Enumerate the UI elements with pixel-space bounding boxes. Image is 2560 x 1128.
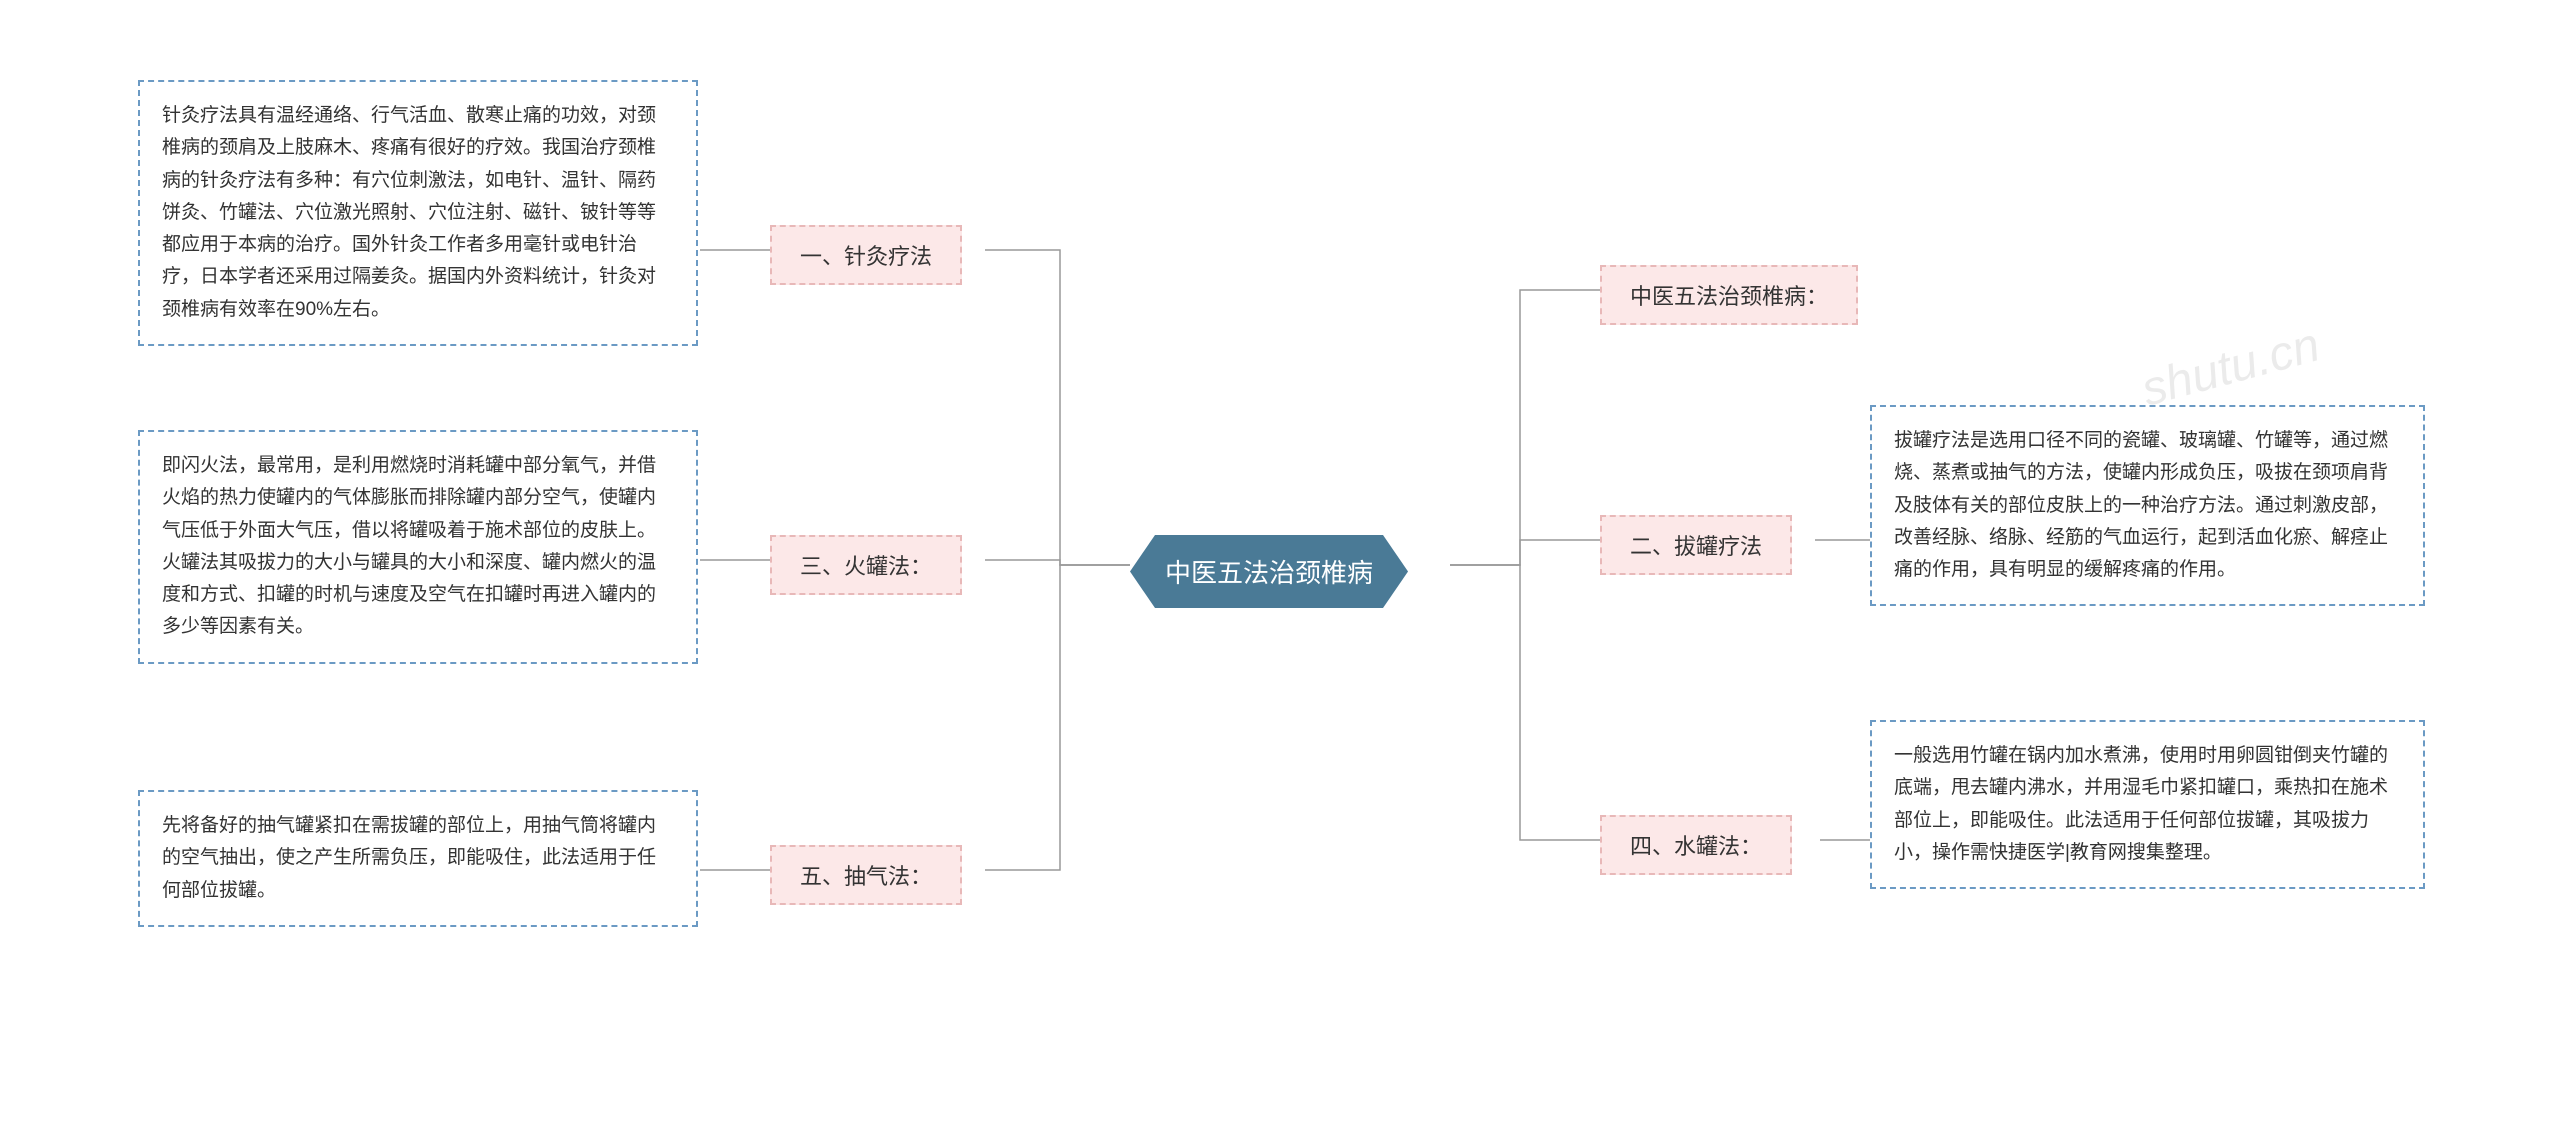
left-branch-0: 一、针灸疗法: [770, 225, 962, 285]
detail-text: 先将备好的抽气罐紧扣在需拔罐的部位上，用抽气筒将罐内的空气抽出，使之产生所需负压…: [162, 815, 656, 901]
left-detail-0: 针灸疗法具有温经通络、行气活血、散寒止痛的功效，对颈椎病的颈肩及上肢麻木、疼痛有…: [138, 80, 698, 346]
branch-label: 四、水罐法：: [1630, 834, 1762, 859]
right-branch-0: 中医五法治颈椎病：: [1600, 265, 1858, 325]
detail-text: 即闪火法，最常用，是利用燃烧时消耗罐中部分氧气，并借火焰的热力使罐内的气体膨胀而…: [162, 455, 656, 637]
branch-label: 三、火罐法：: [800, 554, 932, 579]
center-label: 中医五法治颈椎病: [1165, 558, 1373, 588]
detail-text: 一般选用竹罐在锅内加水煮沸，使用时用卵圆钳倒夹竹罐的底端，甩去罐内沸水，并用湿毛…: [1894, 745, 2388, 863]
left-branch-2: 五、抽气法：: [770, 845, 962, 905]
branch-label: 五、抽气法：: [800, 864, 932, 889]
center-node: 中医五法治颈椎病: [1130, 535, 1408, 608]
detail-text: 拔罐疗法是选用口径不同的瓷罐、玻璃罐、竹罐等，通过燃烧、蒸煮或抽气的方法，使罐内…: [1894, 430, 2388, 580]
branch-label: 中医五法治颈椎病：: [1630, 284, 1828, 309]
right-branch-2: 四、水罐法：: [1600, 815, 1792, 875]
right-detail-2: 一般选用竹罐在锅内加水煮沸，使用时用卵圆钳倒夹竹罐的底端，甩去罐内沸水，并用湿毛…: [1870, 720, 2425, 889]
left-detail-1: 即闪火法，最常用，是利用燃烧时消耗罐中部分氧气，并借火焰的热力使罐内的气体膨胀而…: [138, 430, 698, 664]
branch-label: 一、针灸疗法: [800, 244, 932, 269]
branch-label: 二、拔罐疗法: [1630, 534, 1762, 559]
left-branch-1: 三、火罐法：: [770, 535, 962, 595]
right-detail-1: 拔罐疗法是选用口径不同的瓷罐、玻璃罐、竹罐等，通过燃烧、蒸煮或抽气的方法，使罐内…: [1870, 405, 2425, 606]
right-branch-1: 二、拔罐疗法: [1600, 515, 1792, 575]
watermark: shutu.cn: [2136, 317, 2326, 417]
left-detail-2: 先将备好的抽气罐紧扣在需拔罐的部位上，用抽气筒将罐内的空气抽出，使之产生所需负压…: [138, 790, 698, 927]
detail-text: 针灸疗法具有温经通络、行气活血、散寒止痛的功效，对颈椎病的颈肩及上肢麻木、疼痛有…: [162, 105, 656, 320]
